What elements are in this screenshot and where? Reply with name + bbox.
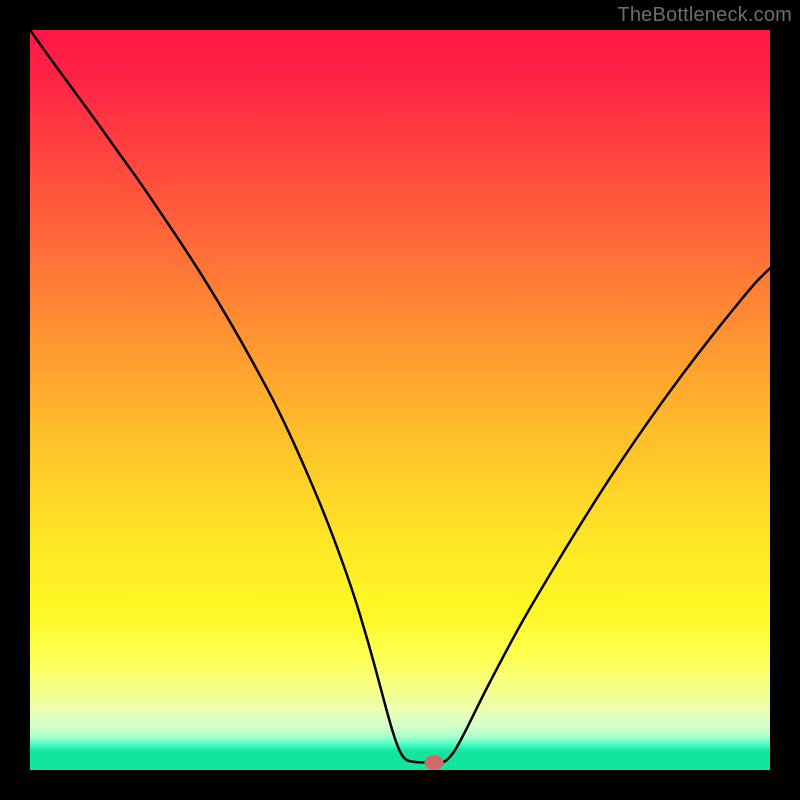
chart-background-gradient (30, 30, 770, 770)
bottleneck-curve-chart (30, 30, 770, 770)
watermark-text: TheBottleneck.com (617, 4, 792, 27)
optimal-point-marker (424, 755, 443, 770)
chart-stage: TheBottleneck.com (0, 0, 800, 800)
